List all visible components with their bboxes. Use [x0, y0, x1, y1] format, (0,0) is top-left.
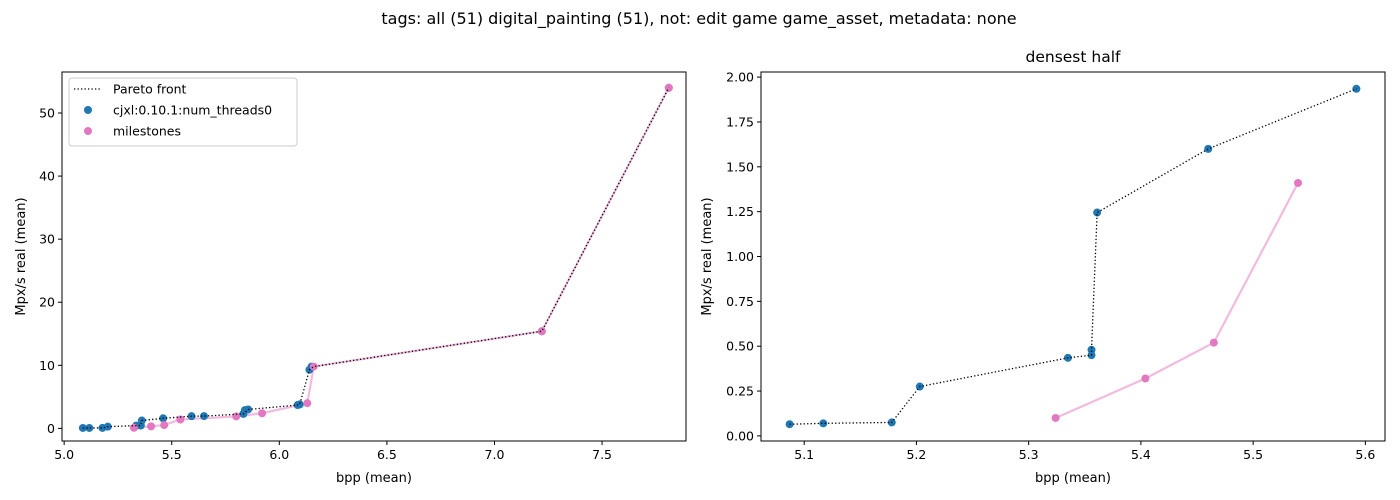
left-plot: 5.0 5.5 6.0 6.5 7.0 7.5 0 10 20 30 40 50 bpp (mean) M… — [14, 71, 687, 486]
legend-main-label: cjxl:0.10.1:num_threads0 — [113, 103, 272, 118]
y-tick-label: 1.00 — [726, 249, 754, 264]
x-tick-label: 5.6 — [1355, 447, 1375, 462]
y-tick-label: 1.50 — [726, 159, 754, 174]
axes-frame — [61, 71, 687, 442]
x-axis-label: bpp (mean) — [1035, 471, 1111, 486]
y-axis-label: Mpx/s real (mean) — [14, 197, 29, 315]
y-tick-label: 30 — [39, 232, 55, 247]
x-tick-label: 5.5 — [162, 447, 182, 462]
y-tick-label: 10 — [39, 358, 55, 373]
milestone-point — [129, 423, 138, 432]
y-axis-label: Mpx/s real (mean) — [700, 197, 715, 315]
x-tick-label: 6.5 — [377, 447, 397, 462]
y-tick-label: 0.50 — [726, 339, 754, 354]
x-tick-label: 5.5 — [1243, 447, 1263, 462]
milestone-point — [232, 412, 241, 421]
milestone-point — [1209, 338, 1218, 347]
main-series-point — [1204, 144, 1213, 153]
x-tick-label: 6.0 — [269, 447, 289, 462]
x-tick-label: 7.5 — [592, 447, 612, 462]
main-series-point — [1093, 208, 1102, 217]
milestones-line — [1055, 182, 1299, 419]
y-tick-label: 40 — [39, 169, 55, 184]
milestone-point — [147, 422, 156, 431]
pareto-front-line — [789, 88, 1357, 425]
legend-main-swatch — [84, 106, 92, 114]
x-tick-label: 5.0 — [54, 447, 74, 462]
milestone-point — [160, 421, 169, 430]
milestone-point — [1141, 374, 1150, 383]
x-tick-label: 5.3 — [1019, 447, 1039, 462]
main-series-point — [1087, 345, 1096, 354]
milestone-point — [1051, 413, 1060, 422]
y-tick-label: 0.75 — [726, 294, 754, 309]
pareto-front-line — [82, 87, 670, 429]
y-tick-label: 0.25 — [726, 384, 754, 399]
y-tick-label: 20 — [39, 295, 55, 310]
y-tick-label: 0 — [47, 421, 55, 436]
legend-pareto-label: Pareto front — [113, 82, 187, 97]
legend-box — [68, 77, 298, 147]
main-series-point — [85, 423, 94, 432]
x-tick-label: 5.4 — [1131, 447, 1151, 462]
milestone-point — [258, 409, 267, 418]
legend-milestones-label: milestones — [113, 124, 181, 139]
y-tick-label: 1.75 — [726, 114, 754, 129]
plot-data-layer — [785, 84, 1361, 429]
legend-milestones-swatch — [84, 127, 92, 135]
y-tick-label: 50 — [39, 106, 55, 121]
milestone-point — [1294, 178, 1303, 187]
main-series-point — [244, 405, 253, 414]
right-plot-densest-half: 5.1 5.2 5.3 5.4 5.5 5.6 0.00 0.25 0.50 0.75 1.00 1.… — [700, 48, 1386, 486]
x-axis-label: bpp (mean) — [336, 471, 412, 486]
milestone-point — [176, 415, 185, 424]
x-tick-label: 7.0 — [485, 447, 505, 462]
main-series-point — [200, 412, 209, 421]
legend: Pareto front cjxl:0.10.1:num_threads0mile… — [68, 77, 298, 147]
y-tick-label: 1.25 — [726, 204, 754, 219]
axes-title: densest half — [1026, 48, 1122, 66]
figure-suptitle: tags: all (51) digital_painting (51), no… — [381, 9, 1016, 29]
y-tick-label: 2.00 — [726, 70, 754, 85]
y-tick-label: 0.00 — [726, 428, 754, 443]
milestone-point — [537, 327, 546, 336]
milestone-point — [303, 399, 312, 408]
x-tick-label: 5.1 — [794, 447, 814, 462]
main-series-point — [295, 400, 304, 409]
main-series-point — [819, 419, 828, 428]
x-tick-label: 5.2 — [906, 447, 926, 462]
plot-data-layer — [78, 83, 673, 432]
milestones-line — [133, 87, 670, 429]
milestone-point — [309, 362, 318, 371]
